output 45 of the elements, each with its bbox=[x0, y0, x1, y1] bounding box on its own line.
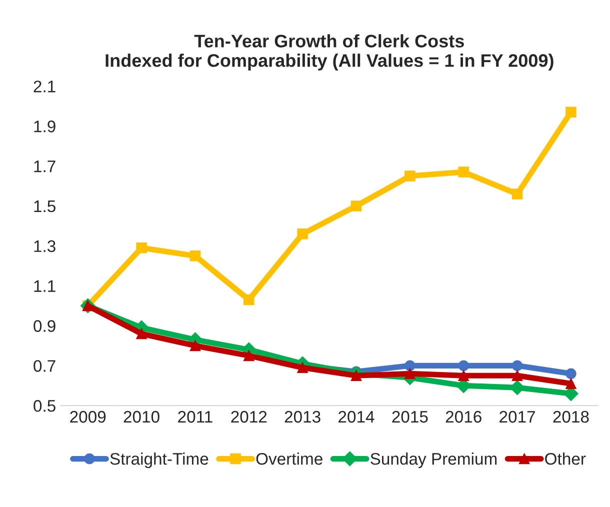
point bbox=[458, 360, 469, 372]
y-tick-label: 2.1 bbox=[34, 80, 56, 92]
point bbox=[512, 188, 523, 200]
x-tick-label: 2012 bbox=[231, 410, 267, 423]
x-tick-label: 2011 bbox=[178, 410, 212, 423]
x-tick-label: 2018 bbox=[553, 410, 589, 423]
x-tick-label: 2014 bbox=[338, 410, 374, 423]
point bbox=[190, 340, 201, 352]
y-tick-label: 1.1 bbox=[34, 280, 56, 292]
point bbox=[190, 250, 201, 262]
point bbox=[566, 106, 576, 118]
x-tick-label: 2016 bbox=[446, 410, 482, 423]
point bbox=[136, 328, 147, 340]
point bbox=[350, 200, 362, 212]
point bbox=[404, 170, 416, 182]
point bbox=[512, 370, 523, 382]
y-tick-label: 1.3 bbox=[34, 240, 56, 252]
point bbox=[297, 228, 308, 240]
point bbox=[458, 166, 469, 178]
y-tick-label: 0.5 bbox=[34, 400, 56, 412]
point bbox=[404, 360, 416, 372]
x-tick-label: 2017 bbox=[500, 410, 535, 423]
point bbox=[512, 360, 523, 372]
y-tick-label: 1.7 bbox=[34, 160, 56, 172]
point bbox=[244, 350, 254, 362]
point bbox=[350, 370, 362, 382]
legend-label: Sunday Premium bbox=[370, 452, 497, 468]
point bbox=[404, 368, 416, 380]
point bbox=[244, 294, 254, 306]
point bbox=[458, 370, 469, 382]
legend-label: Overtime bbox=[256, 452, 322, 465]
chart-title: Ten-Year Growth of Clerk Costs Indexed for Comparability (All Values = 1 in FY 2009) bbox=[106, 34, 554, 70]
point bbox=[566, 378, 576, 390]
y-tick-label: 0.9 bbox=[34, 320, 56, 332]
x-tick-label: 2009 bbox=[70, 410, 106, 423]
y-tick-label: 1.9 bbox=[34, 120, 56, 132]
x-tick-label: 2015 bbox=[392, 410, 428, 423]
point bbox=[566, 368, 576, 380]
legend-label: Other bbox=[545, 452, 586, 465]
point bbox=[136, 242, 147, 254]
legend-label: Straight-Time bbox=[110, 452, 208, 468]
x-tick-label: 2010 bbox=[124, 410, 160, 423]
y-tick-label: 0.7 bbox=[34, 360, 56, 372]
x-tick-label: 2013 bbox=[284, 410, 320, 423]
y-tick-label: 1.5 bbox=[34, 200, 56, 212]
